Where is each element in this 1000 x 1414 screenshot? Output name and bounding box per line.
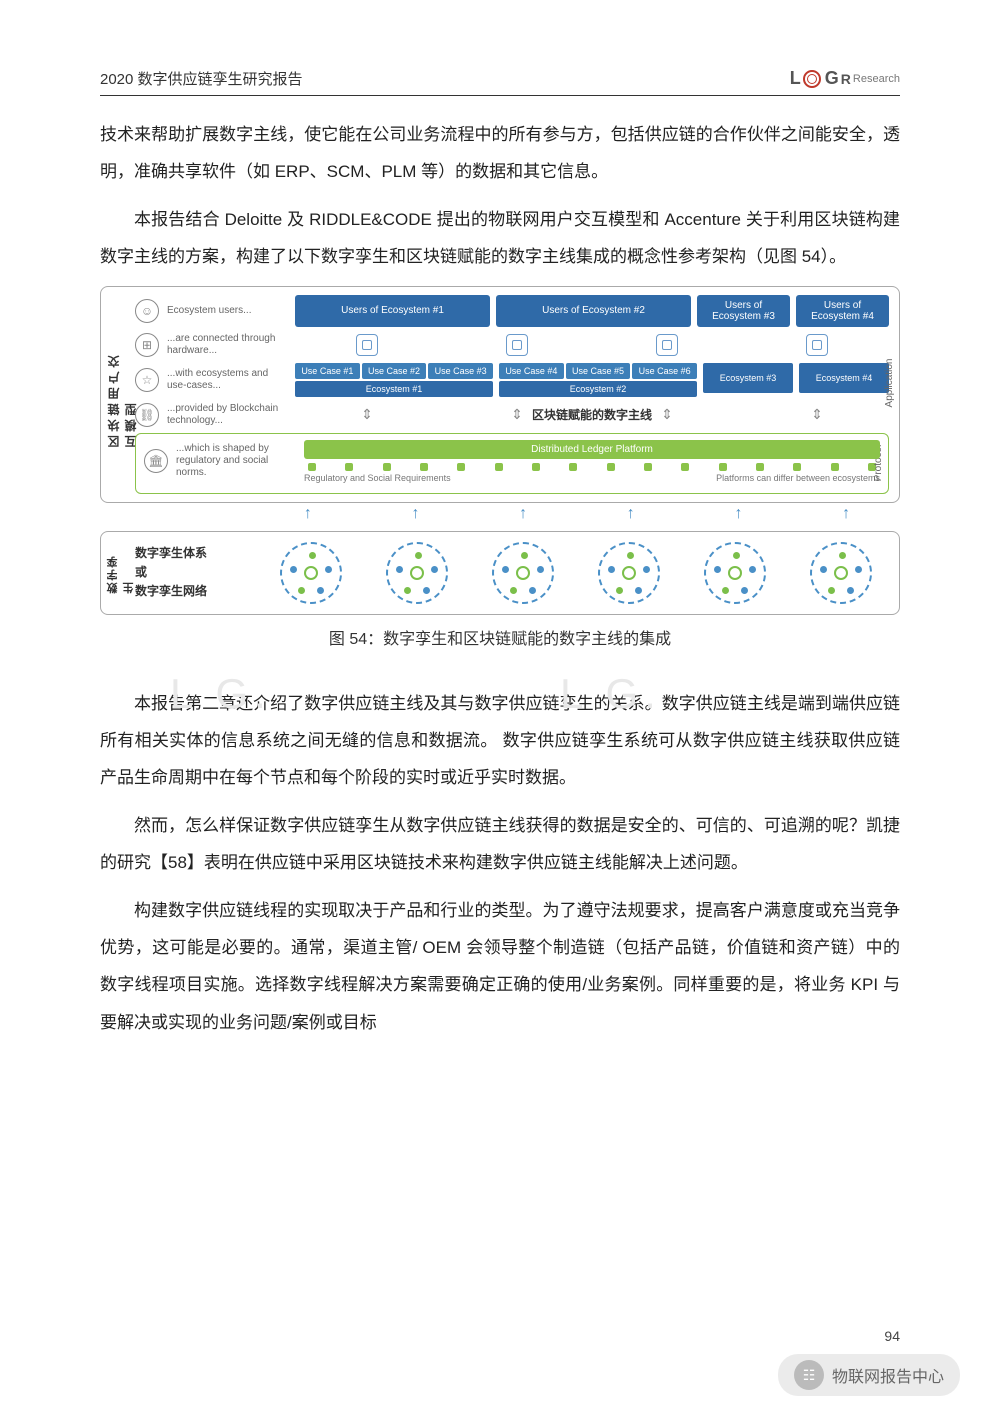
figure-caption: 图 54：数字孪生和区块链赋能的数字主线的集成 [100,625,900,649]
row-usecases: ☆ ...with ecosystems and use-cases... Us… [135,363,889,397]
twin-node-icon [386,542,448,604]
paragraph-5: 构建数字供应链线程的实现取决于产品和行业的类型。为了遵守法规要求，提高客户满意度… [100,892,900,1042]
chip-icon [356,334,378,356]
twin-node-icon [810,542,872,604]
chip-icon [656,334,678,356]
footer-badge-text: 物联网报告中心 [832,1363,944,1387]
diagram-upper: 区块链用户交互模型 Application ☺ Ecosystem users.… [100,286,900,503]
twin-node-icon [492,542,554,604]
chip-icon [806,334,828,356]
report-title: 2020 数字供应链孪生研究报告 [100,68,303,89]
page-header: 2020 数字供应链孪生研究报告 L G R Research [100,68,900,96]
up-arrow-icon: ↑ [627,505,635,523]
page-number: 94 [884,1328,900,1344]
link-icon: ⛓ [135,403,159,427]
twin-node-icon [598,542,660,604]
digital-twin-label: 数字孪生体系 或 数字孪生网络 [135,544,255,602]
right-vertical-label-app: Application [884,359,895,408]
row-ecosystem-users: ☺ Ecosystem users... Users of Ecosystem … [135,295,889,327]
double-arrow-icon: ⇕ [295,406,439,423]
paragraph-3: 本报告第二章还介绍了数字供应链主线及其与数字供应链孪生的关系。数字供应链主线是端… [100,685,900,797]
figure-54: 区块链用户交互模型 Application ☺ Ecosystem users.… [100,286,900,649]
reg-right-text: Platforms can differ between ecosystems [716,473,880,483]
diagram-lower: 数字孪生 数字孪生体系 或 数字孪生网络 [100,531,900,615]
paragraph-2: 本报告结合 Deloitte 及 RIDDLE&CODE 提出的物联网用户交互模… [100,201,900,276]
institution-icon: 🏛 [144,449,168,473]
user-icon: ☺ [135,299,159,323]
twin-node-icon [704,542,766,604]
up-arrows-row: ↑ ↑ ↑ ↑ ↑ ↑ [254,505,900,523]
row-blockchain: ⛓ ...provided by Blockchain technology..… [135,403,889,427]
logo: L G R Research [790,68,900,89]
left-vertical-label-top: 区块链用户交互模型 [105,340,139,448]
double-arrow-icon: ⇕ [745,406,889,423]
paragraph-4: 然而，怎么样保证数字供应链孪生从数字供应链主线获得的数据是安全的、可信的、可追溯… [100,807,900,882]
up-arrow-icon: ↑ [842,505,850,523]
twin-node-icon [280,542,342,604]
logo-ring-icon [803,70,821,88]
up-arrow-icon: ↑ [304,505,312,523]
ledger-platform: Distributed Ledger Platform [304,440,880,459]
footer-badge[interactable]: ☷ 物联网报告中心 [778,1354,960,1396]
chip-icon [506,334,528,356]
blockchain-title: 区块链赋能的数字主线 [528,406,656,423]
avatar-icon: ☷ [794,1360,824,1390]
page: 2020 数字供应链孪生研究报告 L G R Research 技术来帮助扩展数… [0,0,1000,1414]
ledger-nodes [304,463,880,471]
up-arrow-icon: ↑ [519,505,527,523]
up-arrow-icon: ↑ [734,505,742,523]
paragraph-1: 技术来帮助扩展数字主线，使它能在公司业务流程中的所有参与方，包括供应链的合作伙伴… [100,116,900,191]
reg-left-text: Regulatory and Social Requirements [304,473,451,483]
left-vertical-label-bottom: 数字孪生 [105,552,137,593]
row-hardware: ⊞ ...are connected through hardware... [135,333,889,357]
up-arrow-icon: ↑ [411,505,419,523]
ledger-band: Protocol 🏛 ...which is shaped by regulat… [135,433,889,494]
